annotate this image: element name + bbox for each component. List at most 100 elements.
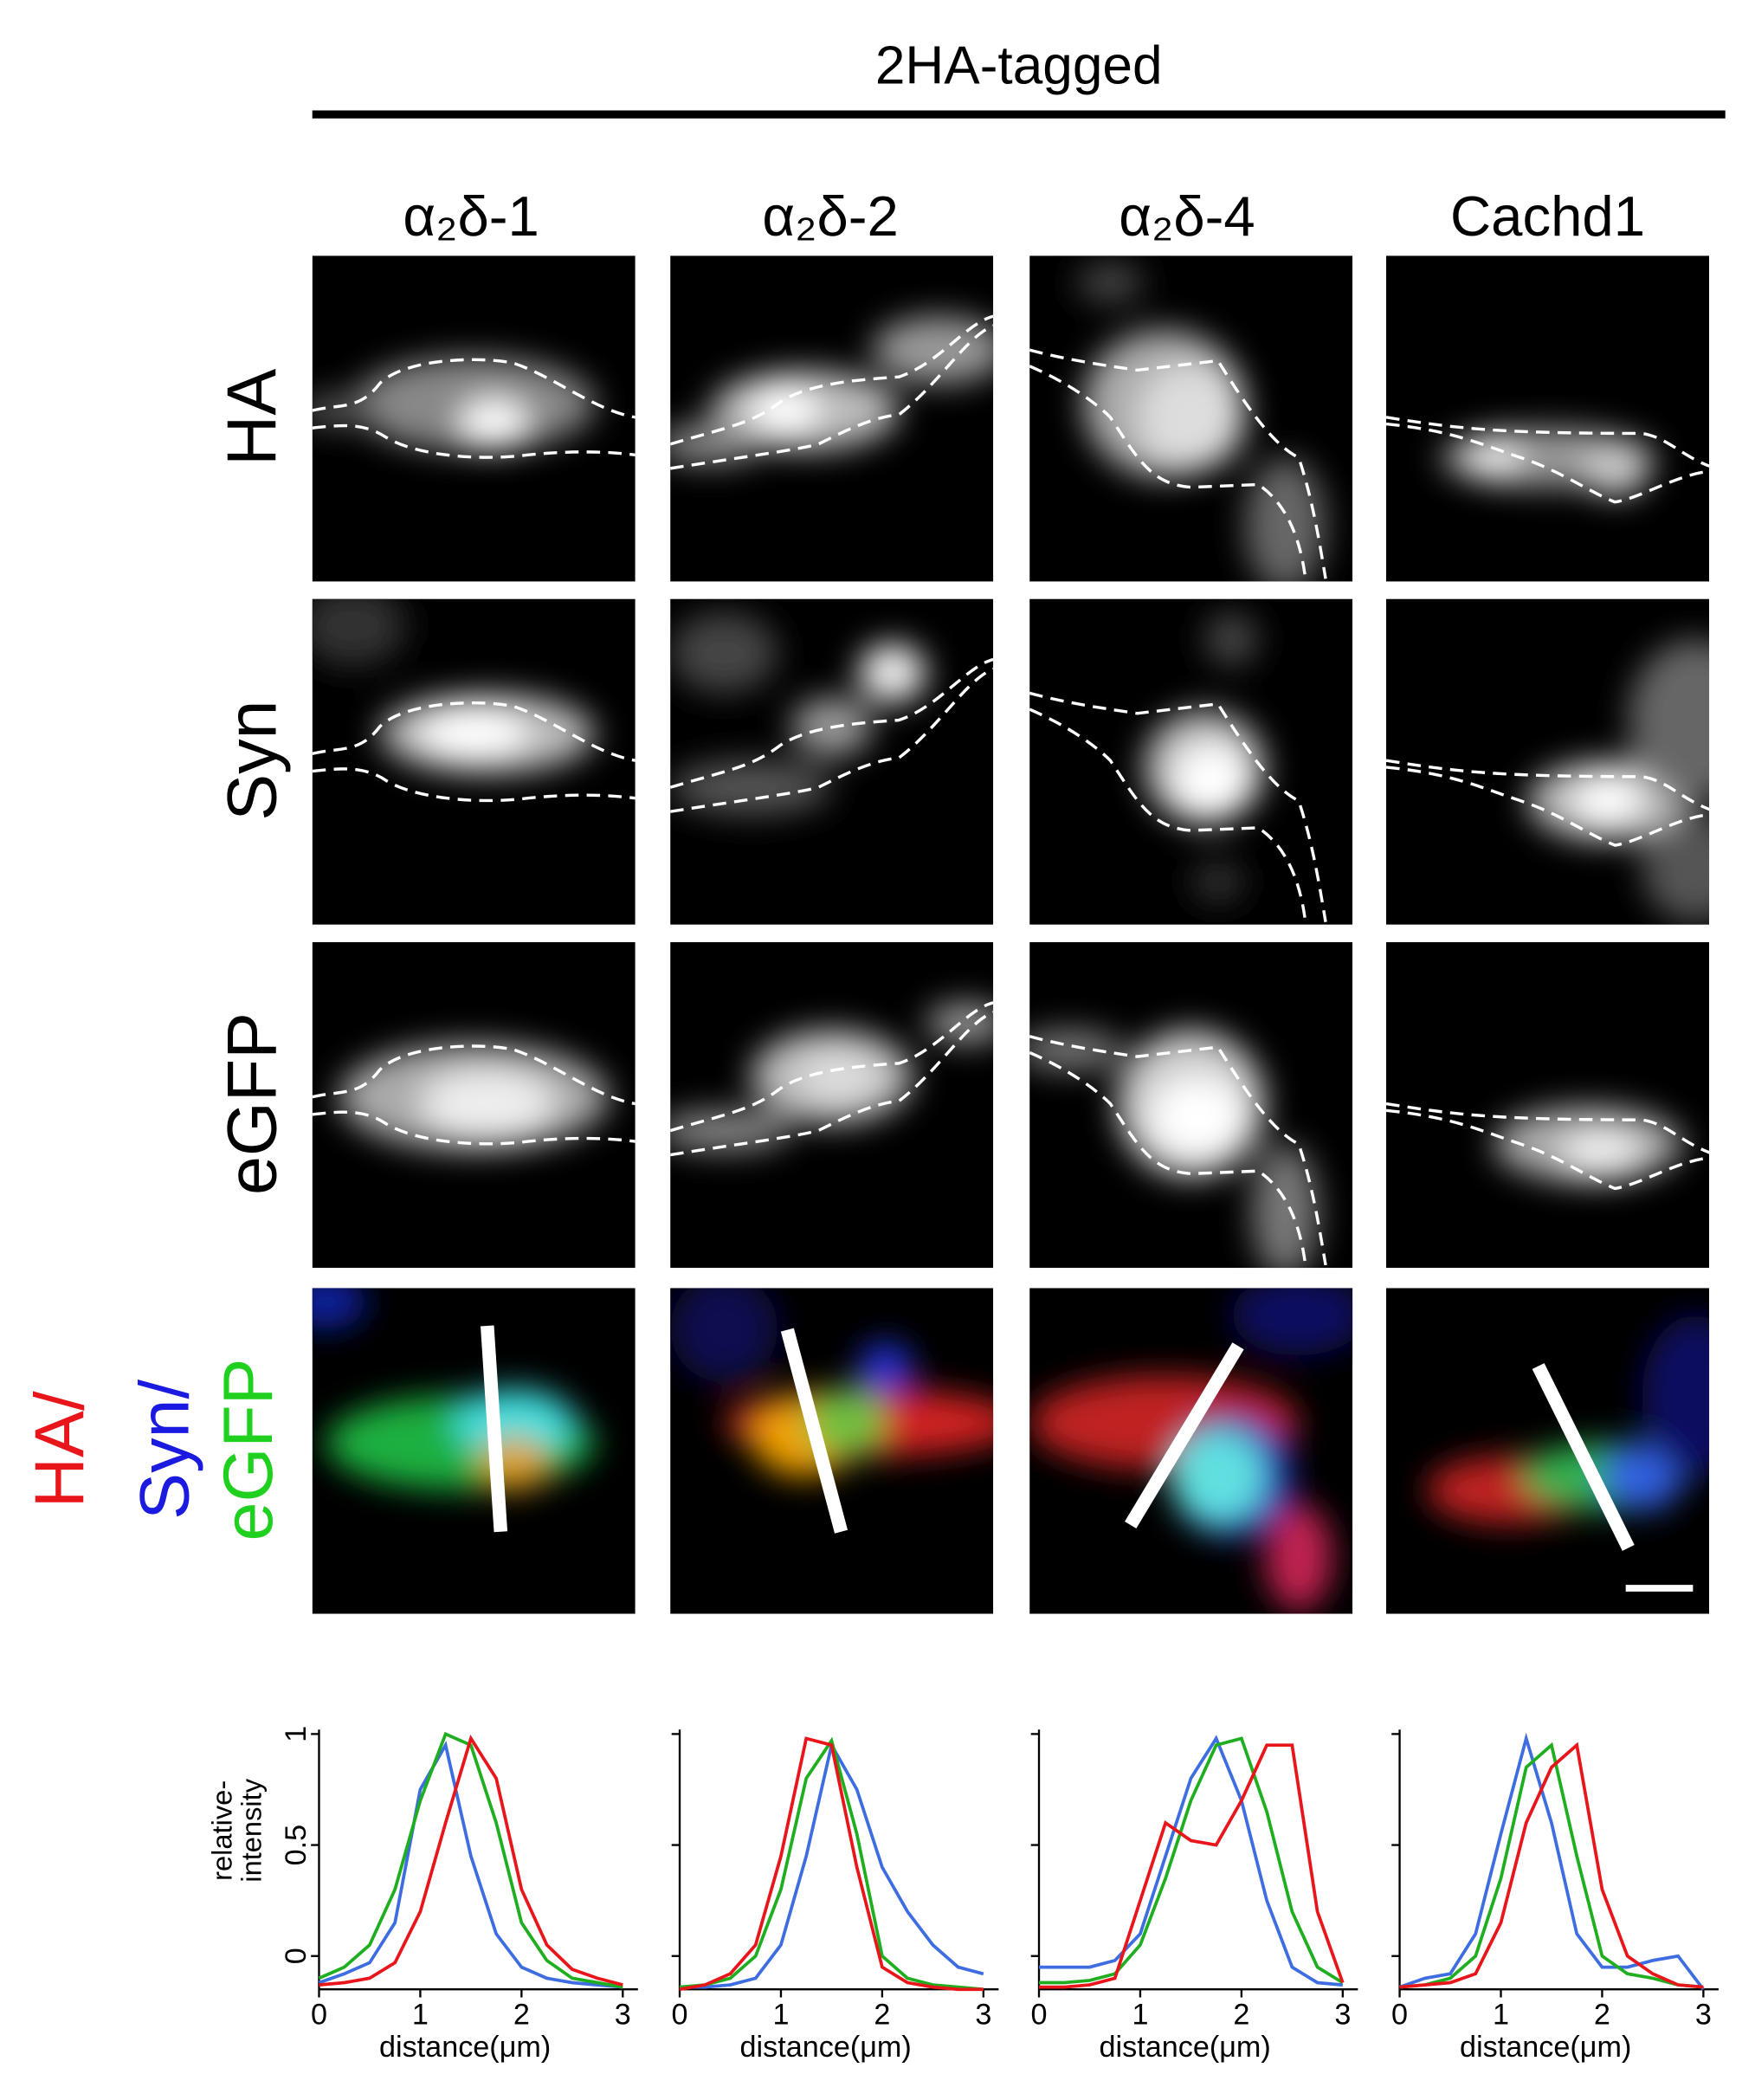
profile-curve bbox=[679, 1736, 984, 1992]
micrograph bbox=[312, 255, 636, 582]
y-tick-label: 0 bbox=[280, 1948, 313, 1964]
micrograph bbox=[670, 255, 994, 582]
signal-blob bbox=[453, 1389, 575, 1457]
outline bbox=[312, 1110, 636, 1146]
x-tick-label: 1 bbox=[1493, 1999, 1509, 2032]
profile-curve bbox=[1399, 1741, 1704, 1989]
micrograph-background bbox=[1386, 255, 1710, 582]
x-tick-label: 3 bbox=[1334, 1999, 1351, 2032]
signal-blob bbox=[1642, 814, 1710, 922]
outline bbox=[670, 1001, 994, 1133]
profile-line bbox=[1532, 1363, 1635, 1551]
x-axis-label: distance(μm) bbox=[379, 2031, 551, 2064]
x-tick-label: 2 bbox=[1594, 1999, 1610, 2032]
micrograph bbox=[670, 1288, 994, 1614]
signal-blob bbox=[751, 386, 819, 436]
profile-curve bbox=[1039, 1736, 1344, 1985]
merge-label: Syn/ bbox=[126, 1380, 204, 1520]
signal-blob bbox=[1076, 262, 1145, 303]
micrograph bbox=[1029, 255, 1353, 582]
x-tick-label: 0 bbox=[311, 1999, 327, 2032]
figure-title: 2HA-tagged bbox=[875, 36, 1163, 95]
outline bbox=[1386, 1102, 1710, 1154]
signal-blob bbox=[460, 399, 528, 449]
outline bbox=[1029, 1035, 1327, 1266]
x-axis-label: distance(μm) bbox=[1460, 2031, 1631, 2064]
signal bbox=[1029, 1288, 1353, 1612]
profile-curve bbox=[319, 1735, 623, 1987]
x-tick-label: 3 bbox=[975, 1999, 991, 2032]
column-header: α₂δ-1 bbox=[403, 184, 539, 248]
outline bbox=[670, 657, 994, 789]
profile-curve bbox=[1398, 1732, 1705, 1991]
outline bbox=[1386, 422, 1710, 504]
signal-blob bbox=[1265, 1503, 1332, 1612]
signal-blob bbox=[670, 760, 832, 815]
signal-blob bbox=[1601, 1443, 1682, 1510]
y-tick-label: 1 bbox=[280, 1726, 313, 1742]
signal-blob bbox=[1251, 1144, 1319, 1269]
x-tick-label: 0 bbox=[672, 1999, 688, 2032]
x-tick-label: 2 bbox=[513, 1999, 530, 2032]
micrograph bbox=[1386, 255, 1710, 582]
x-tick-label: 0 bbox=[1031, 1999, 1048, 2032]
outline bbox=[1386, 1108, 1710, 1191]
signal-blob bbox=[670, 1288, 778, 1383]
micrograph bbox=[1386, 1288, 1710, 1614]
signal-blob bbox=[858, 643, 926, 703]
x-axis-label: distance(μm) bbox=[1100, 2031, 1271, 2064]
x-tick-label: 3 bbox=[615, 1999, 631, 2032]
signal-blob bbox=[872, 316, 994, 384]
signal-blob bbox=[1151, 1076, 1245, 1158]
signal bbox=[670, 612, 926, 815]
profile-curve bbox=[1039, 1743, 1345, 1989]
signal-blob bbox=[670, 423, 765, 465]
outline bbox=[670, 667, 994, 813]
outline bbox=[312, 1044, 636, 1106]
outline bbox=[312, 358, 636, 419]
signal-blob bbox=[312, 1288, 366, 1329]
x-tick-label: 2 bbox=[1233, 1999, 1249, 2032]
micrograph bbox=[1029, 1288, 1353, 1614]
row-label: HA bbox=[214, 369, 292, 466]
micrograph bbox=[312, 1288, 636, 1614]
profile-curve bbox=[680, 1741, 984, 1989]
row-label: Syn bbox=[214, 701, 292, 821]
signal-blob bbox=[312, 598, 407, 667]
column-header: α₂δ-2 bbox=[762, 184, 898, 248]
profile-line bbox=[780, 1328, 848, 1534]
profile-curve bbox=[1399, 1741, 1704, 1989]
signal-blob bbox=[1231, 1288, 1353, 1356]
signal bbox=[339, 1043, 609, 1151]
outline bbox=[1029, 348, 1327, 579]
column-header: α₂δ-4 bbox=[1119, 184, 1255, 248]
merge-label: eGFP bbox=[210, 1358, 287, 1541]
outline bbox=[1029, 691, 1327, 922]
signal bbox=[670, 1288, 994, 1477]
x-tick-label: 1 bbox=[1132, 1999, 1148, 2032]
signal-blob bbox=[670, 612, 778, 694]
profile-curve bbox=[318, 1731, 623, 1989]
outline bbox=[312, 701, 636, 762]
x-tick-label: 1 bbox=[412, 1999, 429, 2032]
signal-blob bbox=[1574, 776, 1642, 825]
x-axis-label: distance(μm) bbox=[740, 2031, 912, 2064]
signal bbox=[1494, 1106, 1682, 1182]
micrograph bbox=[1029, 598, 1353, 925]
signal bbox=[670, 316, 994, 465]
outline bbox=[312, 767, 636, 803]
micrograph bbox=[312, 941, 636, 1269]
x-tick-label: 0 bbox=[1391, 1999, 1408, 2032]
signal-blob bbox=[926, 1002, 994, 1044]
signal bbox=[1144, 612, 1266, 902]
micrograph bbox=[312, 598, 636, 925]
outline bbox=[670, 1011, 994, 1157]
outline bbox=[312, 423, 636, 459]
signal-blob bbox=[1204, 612, 1259, 667]
profile-curve bbox=[318, 1741, 623, 1989]
merge-label: HA/ bbox=[21, 1391, 99, 1508]
outline bbox=[670, 314, 994, 446]
signal bbox=[1527, 639, 1710, 922]
signal-blob bbox=[1171, 1429, 1266, 1524]
